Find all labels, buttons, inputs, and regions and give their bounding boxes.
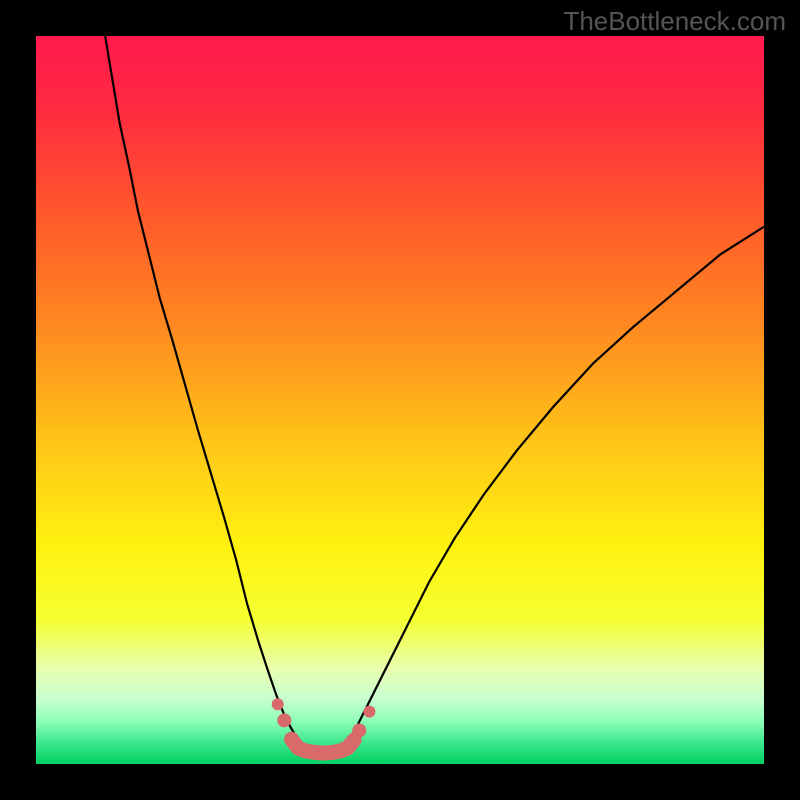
marker-dot (352, 724, 366, 738)
marker-dot (277, 713, 291, 727)
marker-dot (272, 698, 284, 710)
plot-area (36, 36, 764, 764)
watermark-text: TheBottleneck.com (563, 6, 786, 37)
marker-dot (363, 706, 375, 718)
